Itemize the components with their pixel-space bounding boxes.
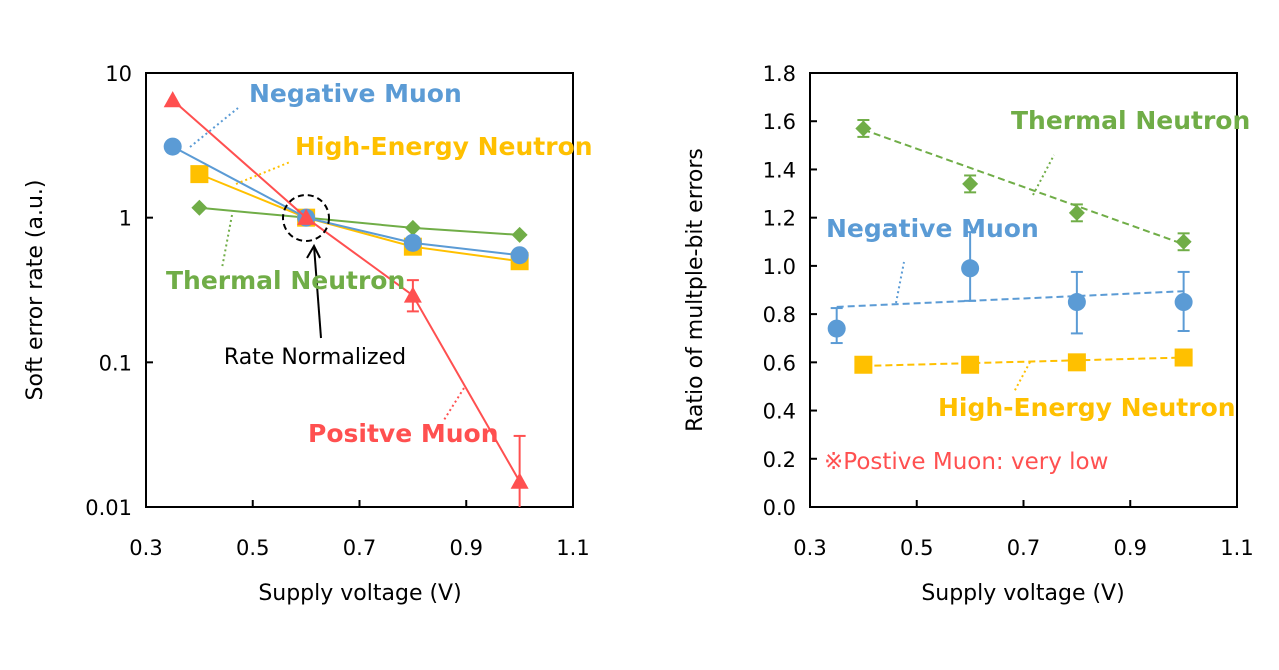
y-tick-label: 1.8 bbox=[763, 62, 796, 86]
marker-diamond bbox=[1068, 204, 1085, 221]
x-tick-label: 0.7 bbox=[1007, 536, 1040, 560]
leader-negative-muon bbox=[189, 107, 239, 148]
marker-diamond bbox=[1175, 233, 1192, 250]
y-tick-label: 0.2 bbox=[763, 448, 796, 472]
y-tick-label: 1 bbox=[119, 207, 132, 231]
positive-muon-note: ※Postive Muon: very low bbox=[824, 449, 1108, 475]
series-thermal-neutron bbox=[855, 119, 1192, 252]
soft-error-rate-chart: 0.3 0.5 0.7 0.9 1.1 0.01 0.1 1 10 Supply voltage… bbox=[23, 62, 593, 606]
x-axis-label: Supply voltage (V) bbox=[258, 581, 461, 606]
marker-triangle bbox=[403, 286, 422, 303]
x-tick-label: 1.1 bbox=[1220, 536, 1253, 560]
series-line bbox=[198, 173, 520, 263]
leader-positive-muon bbox=[443, 387, 465, 421]
x-tick-label: 1.1 bbox=[556, 536, 589, 560]
label-thermal-neutron: Thermal Neutron bbox=[1011, 106, 1250, 135]
rate-normalized-annotation: Rate Normalized bbox=[224, 345, 406, 370]
y-tick-label: 1.6 bbox=[763, 110, 796, 134]
marker-diamond bbox=[855, 120, 872, 137]
leader-high-energy-neutron bbox=[1013, 361, 1031, 393]
label-high-energy-neutron: High-Energy Neutron bbox=[295, 132, 593, 161]
marker-triangle bbox=[297, 208, 316, 225]
leader-thermal-neutron bbox=[221, 214, 233, 269]
x-tick-label: 0.9 bbox=[1114, 536, 1147, 560]
marker-square bbox=[1174, 348, 1193, 367]
y-tick-label: 1.0 bbox=[763, 255, 796, 279]
trendline bbox=[836, 290, 1184, 308]
label-thermal-neutron: Thermal Neutron bbox=[166, 266, 405, 295]
leader-negative-muon bbox=[895, 261, 905, 304]
x-tick-label: 0.3 bbox=[129, 536, 162, 560]
marker-square bbox=[854, 355, 873, 374]
y-tick-label: 0.01 bbox=[85, 496, 132, 520]
marker-circle bbox=[827, 319, 846, 338]
y-axis-label: Soft error rate (a.u.) bbox=[23, 180, 48, 401]
series-line bbox=[172, 145, 520, 257]
y-axis-label: Ratio of multple-bit errors bbox=[683, 148, 708, 432]
leader-thermal-neutron bbox=[1032, 154, 1055, 196]
label-negative-muon: Negative Muon bbox=[249, 79, 462, 108]
x-tick-label: 0.5 bbox=[900, 536, 933, 560]
arrow-head bbox=[306, 243, 321, 259]
marker-triangle bbox=[163, 91, 182, 108]
y-tick-label: 0.1 bbox=[99, 351, 132, 375]
y-tick-label: 10 bbox=[105, 62, 132, 86]
multi-bit-ratio-chart: 0.3 0.5 0.7 0.9 1.1 0.0 0.2 0.4 0.6 0.8 1.0 1.2 1.4 1… bbox=[683, 62, 1254, 606]
marker-circle bbox=[510, 246, 529, 265]
label-negative-muon: Negative Muon bbox=[826, 214, 1039, 243]
label-high-energy-neutron: High-Energy Neutron bbox=[938, 393, 1236, 422]
series-positve-muon bbox=[163, 91, 529, 507]
series-line bbox=[199, 206, 520, 236]
x-tick-label: 0.5 bbox=[236, 536, 269, 560]
marker-circle bbox=[163, 137, 182, 156]
marker-diamond bbox=[404, 219, 421, 236]
y-tick-label: 0.6 bbox=[763, 351, 796, 375]
x-tick-label: 0.7 bbox=[343, 536, 376, 560]
x-tick-label: 0.3 bbox=[793, 536, 826, 560]
y-tick-label: 0.4 bbox=[763, 400, 796, 424]
y-tick-label: 0.0 bbox=[763, 496, 796, 520]
marker-circle bbox=[961, 259, 980, 278]
marker-circle bbox=[1174, 293, 1193, 312]
marker-diamond bbox=[191, 199, 208, 216]
marker-diamond bbox=[962, 175, 979, 192]
series-negative-muon bbox=[827, 231, 1193, 345]
normalization-circle bbox=[282, 194, 330, 242]
marker-triangle bbox=[510, 472, 529, 489]
marker-circle bbox=[403, 233, 422, 252]
marker-circle bbox=[1067, 293, 1086, 312]
y-tick-label: 0.8 bbox=[763, 303, 796, 327]
y-tick-label: 1.2 bbox=[763, 207, 796, 231]
series-high-energy-neutron bbox=[854, 348, 1193, 374]
trendline bbox=[863, 356, 1184, 367]
series-line bbox=[172, 99, 521, 483]
marker-square bbox=[190, 165, 209, 184]
x-axis-label: Supply voltage (V) bbox=[921, 581, 1124, 606]
annotation-arrow bbox=[313, 245, 322, 339]
series-thermal-neutron bbox=[191, 199, 528, 243]
marker-square bbox=[961, 355, 980, 374]
trendline bbox=[863, 128, 1184, 246]
y-tick-label: 1.4 bbox=[763, 158, 796, 182]
plot-frame bbox=[809, 72, 1238, 508]
label-positive-muon: Positve Muon bbox=[308, 419, 499, 448]
marker-diamond bbox=[511, 226, 528, 243]
x-tick-label: 0.9 bbox=[450, 536, 483, 560]
marker-square bbox=[1067, 353, 1086, 372]
